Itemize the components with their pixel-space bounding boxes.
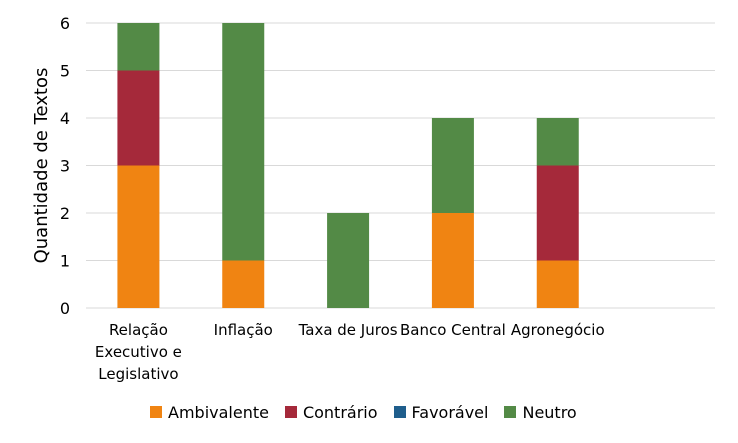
legend-swatch (284, 406, 297, 418)
y-tick-label: 0 (60, 299, 70, 318)
y-tick-label: 6 (60, 14, 70, 33)
y-tick-label: 2 (60, 204, 70, 223)
y-tick-label: 4 (60, 109, 70, 128)
legend-item-ambivalente: Ambivalente (150, 403, 269, 422)
legend-item-neutro: Neutro (504, 402, 577, 422)
y-axis-title: Quantidade de Textos (31, 68, 52, 264)
legend-label: Ambivalente (168, 402, 269, 422)
bar-segment-neutro (327, 213, 370, 308)
bar-segment-neutro (117, 23, 160, 71)
legend-label: Neutro (522, 402, 577, 422)
bar-segment-neutro (222, 23, 265, 261)
legend-label: Favorável (411, 402, 489, 422)
legend-swatch (504, 406, 517, 418)
x-category-label: Banco Central (400, 321, 506, 339)
x-category-label: Inflação (214, 321, 273, 339)
y-tick-label: 3 (60, 157, 70, 176)
x-axis-labels: Relação Executivo e Legislativo Inflação Tax… (95, 321, 605, 383)
bars (117, 23, 579, 308)
legend-item-contrário: Contrário (284, 402, 378, 422)
legend-swatch (150, 406, 162, 418)
bar-segment-ambivalente (117, 165, 160, 308)
bar-segment-ambivalente (431, 213, 474, 308)
y-axis-ticks: 0 1 2 3 4 5 6 (60, 14, 70, 318)
legend: Ambivalente Contrário Favorável Neutro (150, 400, 577, 424)
gridlines (86, 22, 715, 309)
bar-segment-contrário (117, 70, 160, 166)
y-tick-label: 5 (60, 62, 70, 81)
x-category-label: Executivo e (95, 343, 182, 361)
bar-segment-contrário (536, 165, 579, 261)
legend-label: Contrário (302, 402, 378, 422)
y-tick-label: 1 (60, 252, 70, 271)
bar-segment-neutro (431, 118, 474, 213)
bar-segment-ambivalente (536, 260, 579, 308)
x-category-label: Relação (109, 321, 168, 339)
legend-item-favorável: Favorável (393, 402, 489, 422)
bar-segment-ambivalente (222, 260, 265, 308)
x-category-label: Taxa de Juros (298, 321, 398, 339)
x-category-label: Agronegócio (511, 321, 605, 339)
bar-segment-neutro (536, 118, 579, 166)
x-category-label: Legislativo (98, 365, 178, 383)
legend-swatch (393, 406, 406, 418)
